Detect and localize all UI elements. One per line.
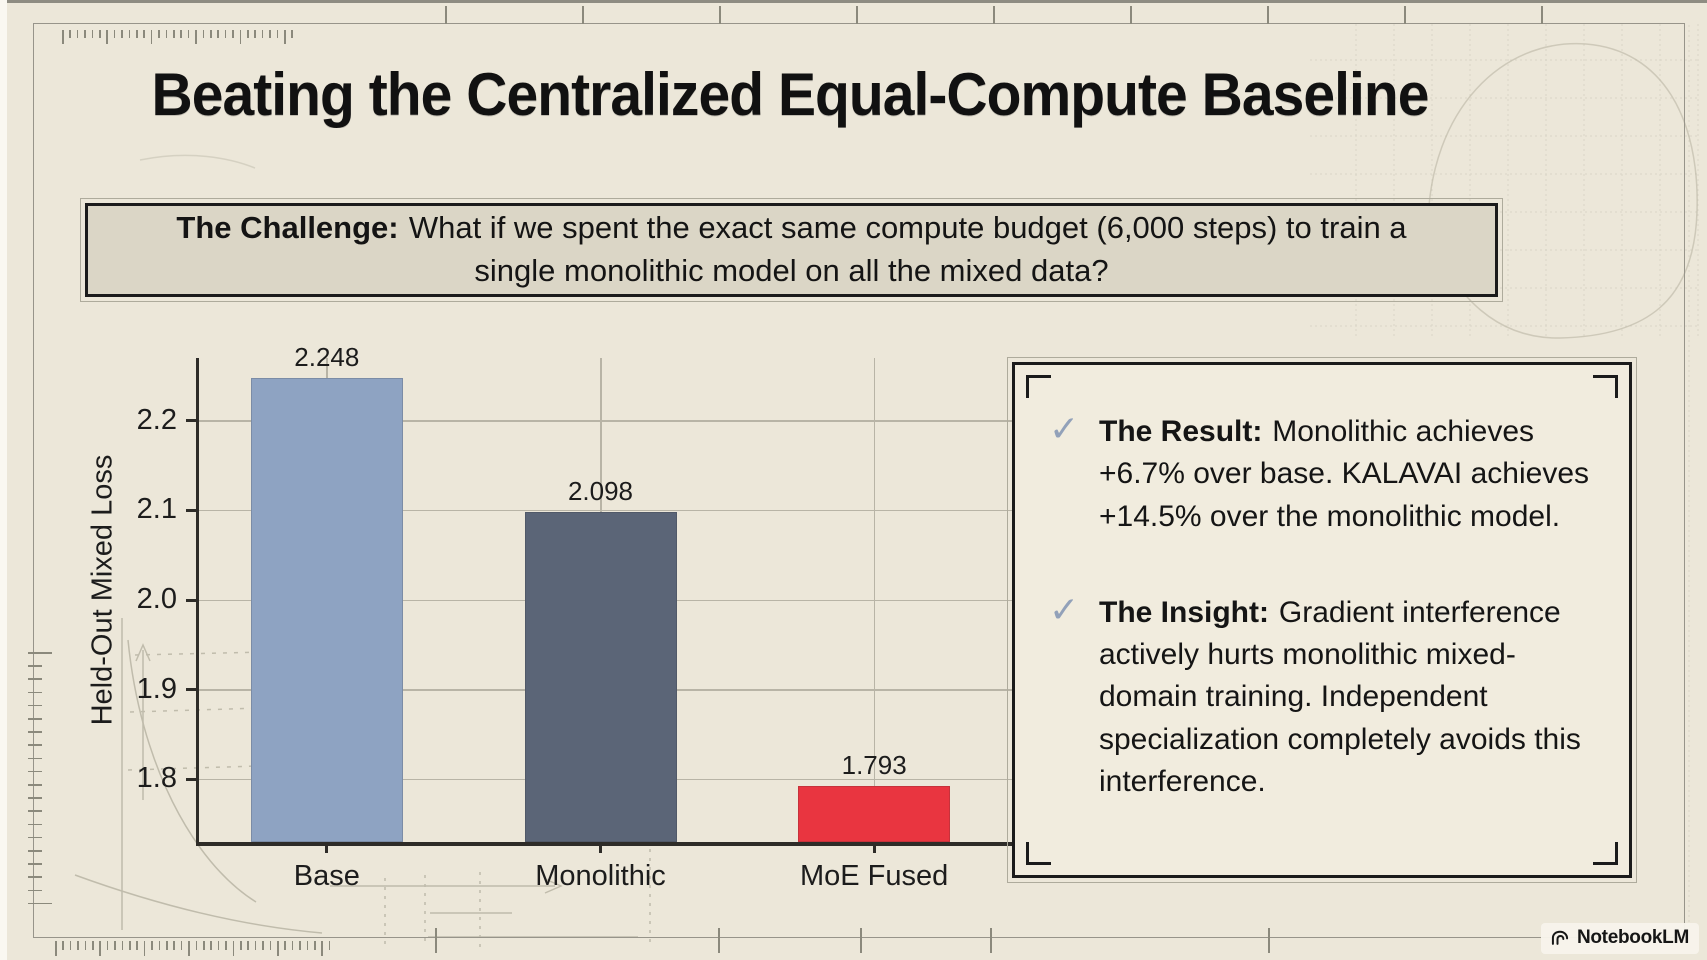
insight-label: The Insight: [1099, 595, 1269, 629]
frame-ticks-bottom [0, 928, 1707, 953]
left-edge-strip [0, 0, 7, 960]
check-icon: ✓ [1049, 408, 1080, 449]
ruler-left [28, 652, 54, 910]
ruler-bottom [55, 941, 345, 958]
results-panel: ✓ The Result: Monolithic achieves +6.7% o… [1007, 357, 1637, 883]
corner-bracket-icon [1593, 375, 1618, 398]
notebooklm-badge: NotebookLM [1540, 923, 1699, 954]
challenge-box: The Challenge: What if we spent the exact… [80, 198, 1503, 302]
check-icon: ✓ [1049, 588, 1080, 630]
page-frame [33, 23, 1685, 938]
challenge-text: What if we spent the exact same compute … [408, 210, 1407, 288]
insight-text-block: The Insight: Gradient interference active… [1099, 592, 1593, 803]
notebooklm-icon [1551, 930, 1569, 945]
corner-bracket-icon [1026, 375, 1051, 398]
page-title: Beating the Centralized Equal-Compute Ba… [151, 61, 1429, 128]
notebooklm-label: NotebookLM [1576, 927, 1689, 948]
top-edge-line [0, 0, 1707, 3]
result-item: ✓ The Result: Monolithic achieves +6.7% o… [1049, 408, 1593, 538]
challenge-text-block: The Challenge: What if we spent the exact… [147, 207, 1437, 293]
corner-bracket-icon [1593, 842, 1618, 865]
y-axis-title: Held-Out Mixed Loss [86, 454, 119, 726]
ruler-top [62, 30, 302, 46]
result-text: Monolithic achieves +6.7% over base. KAL… [1099, 415, 1590, 533]
corner-bracket-icon [1026, 842, 1051, 865]
challenge-label: The Challenge: [176, 210, 399, 246]
result-label: The Result: [1099, 415, 1263, 448]
insight-text: Gradient interference actively hurts mon… [1099, 595, 1581, 799]
result-text-block: The Result: Monolithic achieves +6.7% ove… [1099, 411, 1593, 538]
frame-ticks-top [0, 6, 1707, 24]
result-item: ✓ The Insight: Gradient interference acti… [1049, 588, 1593, 803]
